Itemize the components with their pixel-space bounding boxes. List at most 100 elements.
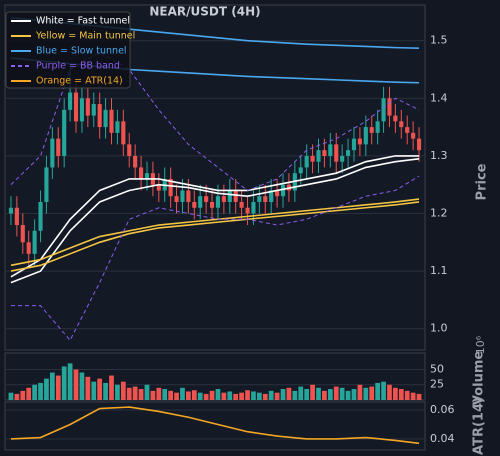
volume-bar xyxy=(286,387,292,400)
candle-body xyxy=(280,184,286,197)
volume-axis-label: Volume xyxy=(472,351,487,406)
volume-bar xyxy=(91,381,97,400)
volume-bar xyxy=(245,390,250,400)
candle-body xyxy=(328,144,333,156)
volume-bar xyxy=(103,382,108,400)
candle-body xyxy=(85,98,90,116)
volume-bar xyxy=(304,389,310,400)
candle-body xyxy=(239,201,244,208)
candle-body xyxy=(14,207,19,226)
candle-body xyxy=(192,201,197,208)
candle-body xyxy=(257,196,262,202)
candle-body xyxy=(411,132,416,139)
candle-body xyxy=(50,138,55,168)
volume-bar xyxy=(369,386,375,400)
candle-body xyxy=(393,115,398,122)
overlay-line xyxy=(10,157,420,284)
volume-bar xyxy=(55,375,61,400)
candle-body xyxy=(416,138,422,151)
candle-body xyxy=(346,150,351,156)
overlay-line xyxy=(10,51,420,192)
candle-body xyxy=(156,184,161,191)
volume-bar xyxy=(322,390,327,400)
candle-body xyxy=(221,196,226,202)
overlay-line xyxy=(10,175,420,342)
volume-bar xyxy=(387,384,392,400)
legend-label: Orange = ATR(14) xyxy=(36,76,123,87)
volume-bar xyxy=(404,390,410,400)
volume-bar xyxy=(316,387,321,400)
candle-body xyxy=(127,144,132,156)
volume-bar xyxy=(339,387,345,400)
volume-bar xyxy=(32,384,37,400)
candle-body xyxy=(399,121,404,128)
volume-bar xyxy=(150,390,156,400)
volume-bar xyxy=(138,389,144,400)
y-tick-label: 1.2 xyxy=(430,206,448,219)
volume-bar xyxy=(381,381,386,400)
y-tick-label: 1.4 xyxy=(430,91,448,104)
volume-bar xyxy=(215,389,221,400)
volume-bar xyxy=(115,384,120,400)
y-tick-label: 50 xyxy=(430,362,444,375)
volume-bar xyxy=(20,390,26,400)
candle-body xyxy=(310,155,315,162)
candle-body xyxy=(316,150,321,162)
candle-body xyxy=(144,173,150,179)
candle-body xyxy=(73,92,79,122)
volume-bar xyxy=(156,387,162,400)
volume-bar xyxy=(14,393,20,400)
axes: 1.0 1.1 1.2 1.3 1.4 1.5 25 50 0.04 0.06 xyxy=(430,34,455,445)
candle-body xyxy=(133,155,138,168)
legend xyxy=(5,11,131,89)
volume-bar xyxy=(262,393,268,400)
y-tick-label: 25 xyxy=(430,378,444,391)
volume-bar xyxy=(280,389,286,400)
volume-bar xyxy=(393,387,398,400)
candle-body xyxy=(375,121,380,133)
candle-body xyxy=(139,167,144,179)
candle-body xyxy=(245,207,250,214)
volume-bar xyxy=(298,386,304,400)
candle-body xyxy=(275,190,280,197)
volume-bar xyxy=(132,386,138,400)
candle-body xyxy=(405,127,410,133)
legend-label: White = Fast tunnel xyxy=(36,16,130,27)
candle-body xyxy=(91,104,96,116)
volume-bar xyxy=(410,392,416,400)
volume-bar xyxy=(61,366,67,400)
marks xyxy=(8,63,422,400)
candle-body xyxy=(269,190,274,202)
volume-bar xyxy=(174,392,179,400)
candle-body xyxy=(168,178,173,197)
volume-bar xyxy=(120,381,126,400)
candle-body xyxy=(79,98,84,122)
volume-bar xyxy=(398,389,404,400)
volume-bar xyxy=(38,382,43,400)
candle-body xyxy=(103,109,108,128)
candle-body xyxy=(174,196,179,202)
volume-offset: 10⁶ xyxy=(474,335,487,354)
candle-body xyxy=(381,98,386,122)
volume-bar xyxy=(292,390,298,400)
y-tick-label: 0.06 xyxy=(430,403,455,416)
volume-bar xyxy=(168,390,174,400)
volume-bar xyxy=(327,389,333,400)
overlay-line xyxy=(10,155,420,278)
candle-body xyxy=(26,242,31,254)
candle-body xyxy=(109,109,114,133)
candle-body xyxy=(387,98,392,116)
candle-body xyxy=(209,201,215,208)
volume-bar xyxy=(227,391,233,400)
candle-body xyxy=(215,196,221,208)
candle-body xyxy=(32,230,37,254)
candle-body xyxy=(351,138,357,151)
volume-bar xyxy=(126,387,132,400)
volume-bar xyxy=(363,387,369,400)
volume-bar xyxy=(26,387,32,400)
volume-bar xyxy=(109,375,114,400)
legend-entries: White = Fast tunnel Yellow = Main tunnel B… xyxy=(11,16,135,87)
legend-label: Blue = Slow tunnel xyxy=(36,46,127,57)
candle-body xyxy=(121,121,126,145)
